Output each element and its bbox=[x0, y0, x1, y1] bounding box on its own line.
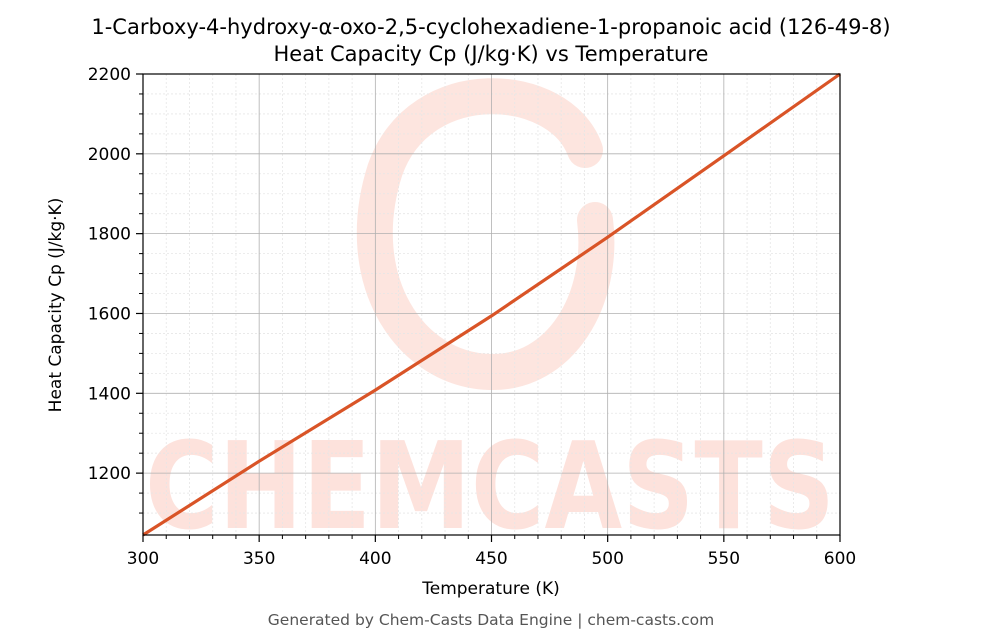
y-tick-label: 1200 bbox=[88, 464, 131, 484]
x-axis-label: Temperature (K) bbox=[421, 579, 560, 599]
y-tick-label: 2000 bbox=[88, 145, 131, 165]
watermark-swirl-icon bbox=[356, 78, 615, 390]
x-axis: 300 350 400 450 500 550 600 bbox=[127, 535, 856, 569]
y-axis: 1200 1400 1600 1800 2000 2200 bbox=[88, 65, 143, 514]
y-axis-label: Heat Capacity Cp (J/kg·K) bbox=[46, 198, 66, 413]
y-tick-label: 1800 bbox=[88, 225, 131, 245]
series-layer bbox=[142, 72, 841, 537]
footer-credit: Generated by Chem-Casts Data Engine | ch… bbox=[268, 611, 714, 629]
series-line bbox=[142, 72, 841, 537]
chart-subtitle: Heat Capacity Cp (J/kg·K) vs Temperature bbox=[274, 42, 709, 66]
chart-title: 1-Carboxy-4-hydroxy-α-oxo-2,5-cyclohexad… bbox=[91, 15, 890, 39]
watermark-logo: CHEMCASTS bbox=[145, 78, 835, 557]
x-tick-label: 450 bbox=[475, 549, 507, 569]
y-tick-label: 2200 bbox=[88, 65, 131, 85]
watermark-text: CHEMCASTS bbox=[145, 418, 835, 557]
x-tick-label: 400 bbox=[359, 549, 391, 569]
x-tick-label: 350 bbox=[243, 549, 275, 569]
x-tick-label: 550 bbox=[708, 549, 740, 569]
y-tick-label: 1600 bbox=[88, 304, 131, 324]
x-tick-label: 600 bbox=[824, 549, 856, 569]
x-tick-label: 300 bbox=[127, 549, 159, 569]
x-tick-label: 500 bbox=[591, 549, 623, 569]
y-tick-label: 1400 bbox=[88, 384, 131, 404]
